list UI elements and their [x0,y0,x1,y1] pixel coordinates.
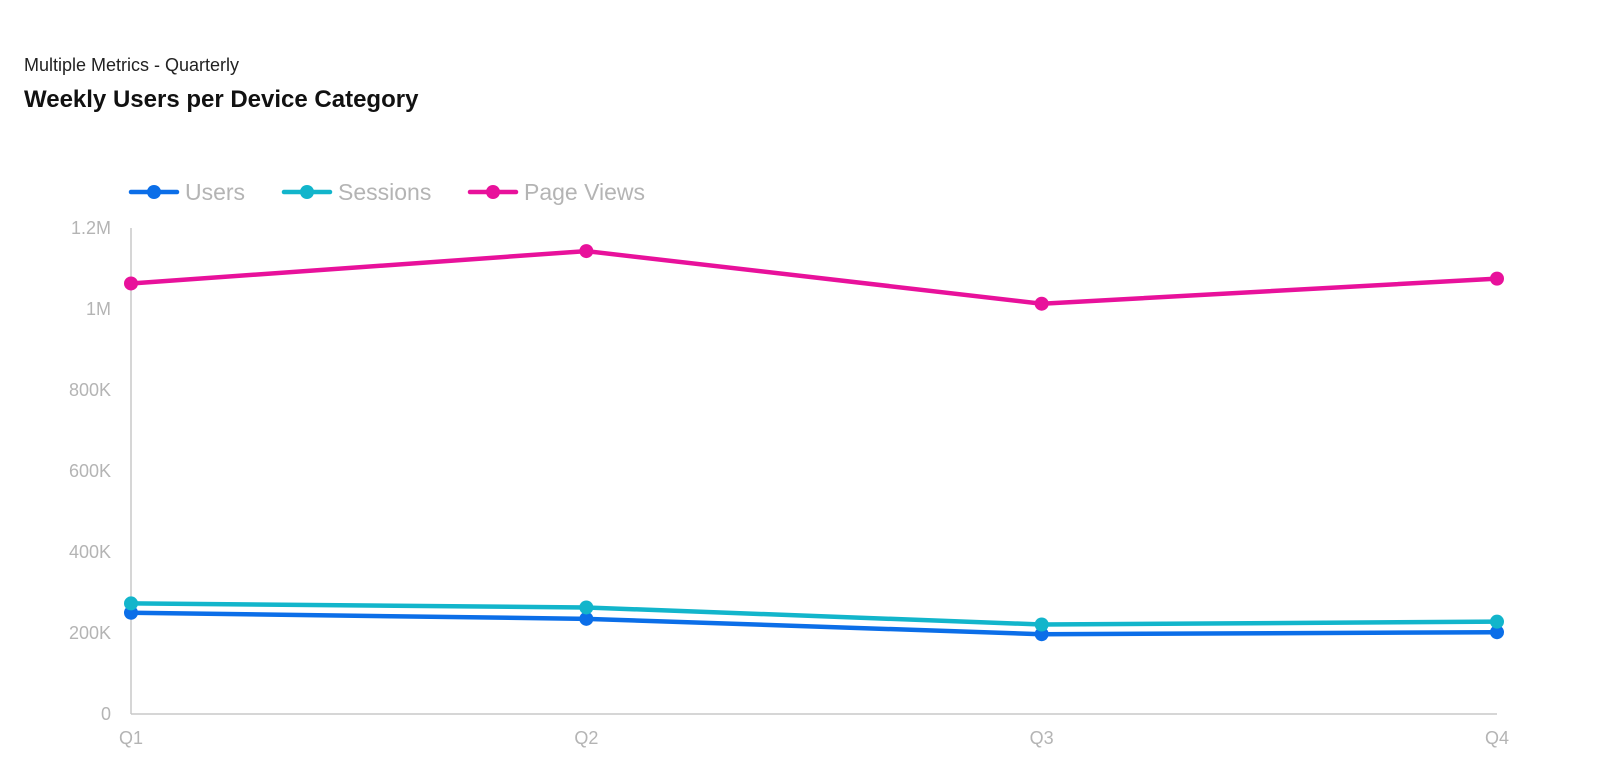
x-tick-label: Q3 [1030,728,1054,748]
y-tick-label: 1M [86,299,111,319]
data-point[interactable] [124,276,138,291]
legend-swatch-dot [147,185,161,199]
series-sessions [124,596,1504,632]
chart-subtitle: Multiple Metrics - Quarterly [24,55,240,75]
y-tick-label: 400K [69,542,111,562]
legend-swatch-dot [300,185,314,199]
data-point[interactable] [1490,271,1504,286]
data-point[interactable] [1490,625,1504,640]
y-tick-label: 1.2M [71,218,111,238]
y-tick-label: 200K [69,623,111,643]
data-point[interactable] [579,611,594,626]
chart-title: Weekly Users per Device Category [24,86,419,113]
data-point[interactable] [1034,617,1049,632]
y-tick-label: 800K [69,380,111,400]
series-line [128,601,1500,627]
series-line [128,610,1500,637]
x-tick-label: Q4 [1485,728,1509,748]
y-tick-label: 0 [101,704,111,724]
x-tick-label: Q1 [119,728,143,748]
series-line [128,248,1500,306]
x-tick-label: Q2 [574,728,598,748]
data-point[interactable] [579,244,594,259]
legend-swatch-dot [486,185,500,199]
legend-label: Page Views [524,179,645,205]
data-point[interactable] [1490,614,1504,629]
series-layer [124,244,1504,642]
data-point[interactable] [1034,296,1049,311]
x-axis: Q1 Q2 Q3 Q4 [119,713,1509,748]
legend-item[interactable]: Sessions [281,179,431,205]
y-axis: 0 200K 400K 600K 800K 1M 1.2M [69,218,132,724]
y-tick-label: 600K [69,461,111,481]
legend-label: Users [185,179,245,205]
data-point[interactable] [1034,627,1049,642]
chart-legend: Users Sessions Page Views [128,179,645,205]
data-point[interactable] [579,600,594,615]
data-point[interactable] [124,596,138,611]
legend-label: Sessions [338,179,431,205]
legend-item[interactable]: Users [128,179,245,205]
series-page-views [124,244,1504,311]
legend-item[interactable]: Page Views [467,179,645,205]
